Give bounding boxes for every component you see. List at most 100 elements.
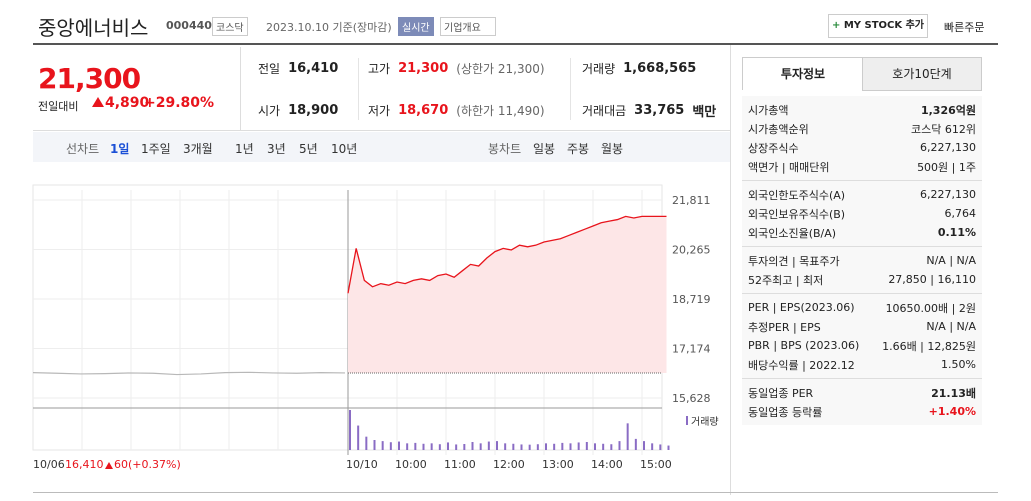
info-label: 배당수익률 | 2022.12: [748, 358, 855, 372]
info-label: 동일업종 PER: [748, 386, 814, 400]
date: 2023.10.10 기준(장마감): [266, 21, 392, 34]
info-label: 52주최고 | 최저: [748, 273, 824, 287]
info-row: 외국인한도주식수(A) 6,227,130: [748, 185, 976, 204]
volume-bar: [512, 443, 515, 450]
info-value: N/A | N/A: [926, 254, 976, 267]
up-icon: [105, 462, 113, 469]
info-value: 0.11%: [937, 226, 976, 239]
header-rule: [33, 43, 998, 45]
x-tick-label: 14:00: [591, 458, 623, 471]
volume-bar: [634, 438, 637, 450]
prev-rate: (+0.37%): [128, 458, 181, 471]
stat-value: 1,668,565: [623, 60, 697, 76]
volume-bar: [487, 441, 490, 450]
volume-bar: [643, 441, 645, 450]
period-tab[interactable]: 1년: [235, 142, 254, 156]
info-label: 투자의견 | 목표주가: [748, 254, 840, 268]
volume-bar: [602, 443, 605, 450]
stock-code: 000440: [166, 19, 212, 32]
price-area: [348, 216, 667, 373]
volume-bar: [594, 443, 596, 450]
volume-bar: [577, 442, 580, 450]
y-tick-label: 15,628: [672, 392, 711, 405]
volume-bar: [553, 443, 556, 450]
volume-bar: [447, 442, 449, 450]
change-value: 4,890: [105, 95, 150, 111]
volume-bar: [455, 444, 458, 450]
period-tab[interactable]: 1주일: [141, 142, 171, 156]
volume-bar: [504, 443, 507, 450]
info-label: 외국인한도주식수(A): [748, 188, 846, 202]
volume-bar: [569, 443, 572, 450]
volume-label: 거래량: [691, 416, 719, 428]
volume-bar: [626, 423, 629, 450]
change-label: 전일대비: [38, 100, 79, 113]
quick-order[interactable]: 빠른주문: [944, 21, 985, 34]
volume-bar: [471, 442, 474, 450]
tab-label: 봉차트: [488, 142, 522, 156]
period-tab[interactable]: 10년: [331, 142, 358, 156]
x-tick-label: 13:00: [542, 458, 574, 471]
stat-label: 시가: [258, 103, 281, 118]
info-row: 추정PER | EPS N/A | N/A: [748, 317, 976, 336]
info-value: +1.40%: [928, 405, 976, 418]
period-tab[interactable]: 5년: [299, 142, 318, 156]
info-row: 외국인소진율(B/A) 0.11%: [748, 223, 976, 242]
divider: [570, 58, 571, 120]
period-tab[interactable]: 3년: [267, 142, 286, 156]
period-tab[interactable]: 월봉: [601, 142, 624, 156]
stat-label: 고가: [368, 61, 391, 76]
info-section: 동일업종 PER 21.13배 동일업종 등락률 +1.40%: [742, 379, 982, 425]
stat: 거래량 1,668,565: [582, 58, 696, 78]
info-value: N/A | N/A: [926, 320, 976, 333]
x-tick-label: 10/10: [346, 458, 378, 471]
info-label: PER | EPS(2023.06): [748, 301, 855, 314]
my-stock-button[interactable]: + MY STOCK 추가: [828, 14, 928, 38]
info-value: 500원 | 1주: [917, 160, 976, 174]
info-tab[interactable]: 호가10단계: [862, 57, 982, 91]
info-label: PBR | BPS (2023.06): [748, 339, 860, 352]
volume-bar: [381, 441, 384, 450]
realtime-badge[interactable]: 실시간: [398, 17, 434, 36]
info-row: 52주최고 | 최저 27,850 | 16,110: [748, 270, 976, 289]
info-value: 10650.00배 | 2원: [885, 301, 976, 315]
company-info[interactable]: 기업개요: [440, 17, 496, 36]
info-row: 동일업종 등락률 +1.40%: [748, 402, 976, 421]
my-stock-label: MY STOCK 추가: [843, 20, 925, 31]
info-label: 추정PER | EPS: [748, 320, 821, 334]
volume-bar: [479, 443, 482, 450]
volume-bar: [357, 425, 360, 450]
volume-bar: [496, 441, 498, 450]
volume-bar: [618, 441, 621, 450]
prev-date: 10/06: [33, 458, 65, 471]
x-tick-label: 10:00: [395, 458, 427, 471]
info-tab[interactable]: 투자정보: [742, 57, 864, 90]
info-label: 외국인보유주식수(B): [748, 207, 846, 221]
period-tab[interactable]: 3개월: [183, 142, 213, 156]
info-section: 투자의견 | 목표주가 N/A | N/A 52주최고 | 최저 27,850 | 1…: [742, 247, 982, 294]
period-tab[interactable]: 일봉: [533, 142, 556, 156]
divider: [730, 45, 731, 495]
period-tab[interactable]: 주봉: [567, 142, 590, 156]
stat-label: 거래량: [582, 61, 616, 76]
info-label: 동일업종 등락률: [748, 405, 823, 419]
period-tab[interactable]: 1일: [110, 142, 130, 156]
stat: 고가 21,300 (상한가 21,300): [368, 58, 545, 78]
info-value: 6,227,130: [920, 188, 976, 201]
info-label: 시가총액순위: [748, 122, 809, 136]
info-row: 상장주식수 6,227,130: [748, 138, 976, 157]
info-label: 상장주식수: [748, 141, 799, 155]
x-tick-label: 12:00: [493, 458, 525, 471]
stat-value: 33,765: [634, 102, 685, 118]
volume-bar: [520, 444, 523, 450]
stat-label: 거래대금: [582, 103, 627, 118]
stat-value: 16,410: [288, 60, 339, 76]
divider: [240, 47, 241, 131]
price-line: [347, 215, 667, 294]
volume-bar: [545, 443, 547, 450]
volume-bar: [536, 444, 539, 450]
y-tick-label: 20,265: [672, 244, 711, 257]
info-panel: 시가총액 1,326억원 시가총액순위 코스닥 612위 상장주식수 6,227,130 액…: [742, 96, 982, 425]
info-label: 시가총액: [748, 103, 789, 117]
